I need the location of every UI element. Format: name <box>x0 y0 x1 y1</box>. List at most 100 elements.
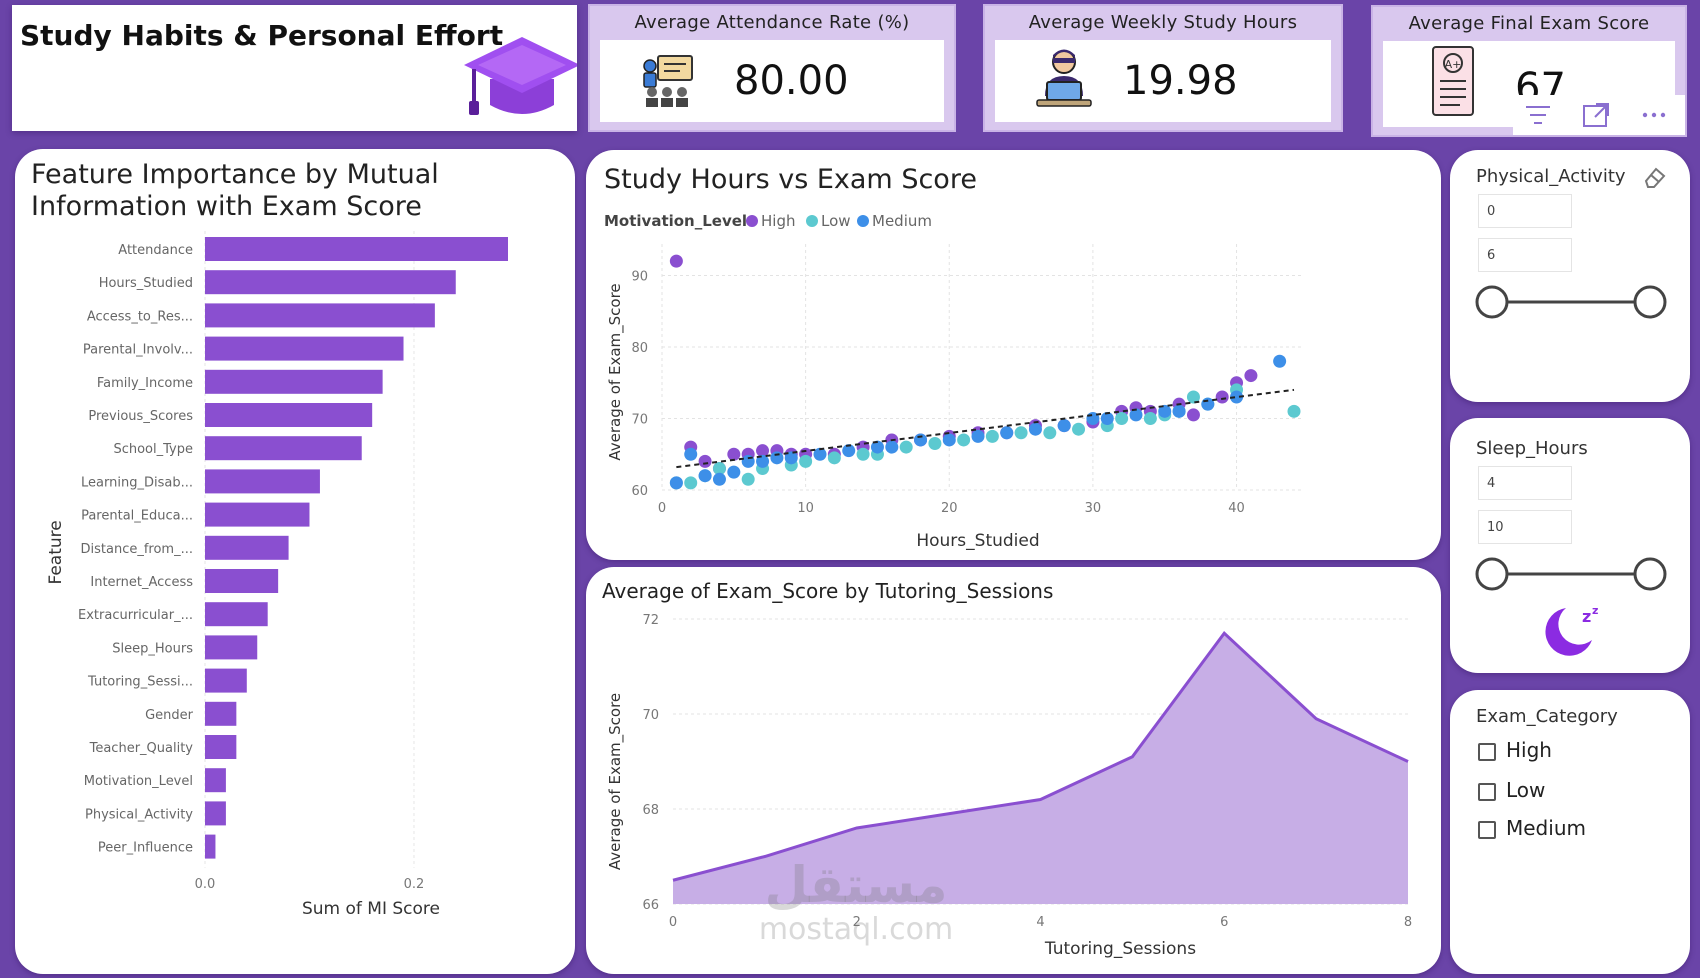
x-axis-label: Sum of MI Score <box>302 899 440 919</box>
y-tick-label: Internet_Access <box>90 575 193 590</box>
bar <box>205 303 435 328</box>
y-tick-label: Family_Income <box>97 376 193 391</box>
x-tick-label: 0 <box>658 501 666 516</box>
slider-handle-min[interactable] <box>1475 285 1509 319</box>
scatter-title: Study Hours vs Exam Score <box>604 164 977 195</box>
bar <box>205 237 508 261</box>
bar <box>205 768 226 793</box>
x-tick-label: 0.0 <box>195 877 216 892</box>
legend-title: Motivation_Level <box>604 212 747 230</box>
page-title: Study Habits & Personal Effort <box>20 19 504 52</box>
watermark-arabic: مستقل <box>764 856 948 914</box>
checkbox-high[interactable]: High <box>1478 738 1552 762</box>
scatter-point-medium <box>784 451 798 465</box>
kpi-label: Average Final Exam Score <box>1408 13 1650 34</box>
scatter-point-high <box>669 254 683 268</box>
scatter-point-low <box>1072 422 1086 436</box>
watermark: مستقل mostaql.com <box>746 857 966 947</box>
scatter-point-medium <box>842 444 856 458</box>
scatter-point-medium <box>1057 419 1071 433</box>
focus-mode-icon[interactable] <box>1581 100 1611 130</box>
svg-text:A+: A+ <box>1445 58 1462 71</box>
y-tick-label: Extracurricular_... <box>78 608 193 623</box>
range-min-input[interactable]: 4 <box>1478 466 1572 500</box>
checkbox-low[interactable]: Low <box>1478 778 1545 802</box>
feature-importance-card: Feature Importance by Mutual Information… <box>15 149 575 974</box>
scatter-point-medium <box>1230 390 1244 404</box>
scatter-point-medium <box>698 469 712 483</box>
kpi-label: Average Attendance Rate (%) <box>634 12 910 33</box>
slider-handle-min[interactable] <box>1475 557 1509 591</box>
scatter-point-low <box>856 447 870 461</box>
y-tick-label: Distance_from_... <box>81 542 194 557</box>
y-tick-label: 66 <box>642 898 659 913</box>
scatter-point-medium <box>885 440 899 454</box>
filter-icon[interactable] <box>1523 100 1553 130</box>
student-laptop-icon <box>1036 49 1092 107</box>
y-tick-label: Access_to_Res... <box>87 309 193 324</box>
scatter-point-high <box>1186 408 1200 422</box>
bar <box>205 635 258 660</box>
scatter-point-low <box>1014 426 1028 440</box>
x-tick-label: 0.2 <box>404 877 425 892</box>
bar <box>205 369 383 394</box>
y-tick-label: 70 <box>631 412 648 427</box>
scatter-point-low <box>712 462 726 476</box>
y-tick-label: Parental_Involv... <box>83 343 193 358</box>
scatter-point-low <box>985 429 999 443</box>
exam-category-slicer: Exam_Category High Low Medium <box>1450 690 1690 974</box>
x-tick-label: 8 <box>1404 915 1412 930</box>
scatter-point-medium <box>712 472 726 486</box>
x-tick-label: 4 <box>1036 915 1044 930</box>
range-max-input[interactable]: 10 <box>1478 510 1572 544</box>
scatter-point-medium <box>741 454 755 468</box>
bar <box>205 270 456 295</box>
bar <box>205 336 404 361</box>
bar <box>205 701 237 726</box>
kpi-final-exam: Average Final Exam Score A+ 67 <box>1371 5 1687 137</box>
range-min-input[interactable]: 0 <box>1478 194 1572 228</box>
physical-activity-slicer: Physical_Activity 0 6 <box>1450 150 1690 402</box>
scatter-point-medium <box>914 433 928 447</box>
x-tick-label: 40 <box>1228 501 1245 516</box>
scatter-point-medium <box>770 451 784 465</box>
range-slider[interactable] <box>1472 554 1672 594</box>
scatter-point-low <box>1186 390 1200 404</box>
y-tick-label: Hours_Studied <box>99 276 193 291</box>
more-options-icon[interactable] <box>1639 100 1669 130</box>
range-max-input[interactable]: 6 <box>1478 238 1572 272</box>
scatter-point-high <box>1244 369 1258 383</box>
scatter-point-medium <box>684 447 698 461</box>
kpi-study-hours: Average Weekly Study Hours 19.98 <box>983 4 1343 132</box>
slider-handle-max[interactable] <box>1633 557 1667 591</box>
sleep-hours-slicer: Sleep_Hours 4 10 z z <box>1450 418 1690 673</box>
kpi-value: 19.98 <box>1123 58 1238 104</box>
range-slider[interactable] <box>1472 282 1672 322</box>
y-tick-label: Previous_Scores <box>88 409 193 424</box>
checkbox-box[interactable] <box>1478 782 1496 801</box>
scatter-point-high <box>1215 390 1229 404</box>
legend-marker <box>746 215 758 227</box>
y-tick-label: Sleep_Hours <box>112 641 193 656</box>
area-fill <box>673 633 1408 904</box>
bar <box>205 602 268 627</box>
bar <box>205 668 247 693</box>
checkbox-medium[interactable]: Medium <box>1478 816 1586 840</box>
scatter-point-medium <box>1158 404 1172 418</box>
kpi-body: 80.00 <box>600 40 944 122</box>
y-tick-label: Peer_Influence <box>98 841 193 856</box>
legend-label: Low <box>821 212 851 230</box>
slider-handle-max[interactable] <box>1633 285 1667 319</box>
slicer-label: Sleep_Hours <box>1476 438 1588 459</box>
checkbox-label: Low <box>1506 778 1546 802</box>
checkbox-box[interactable] <box>1478 742 1496 761</box>
checkbox-label: High <box>1506 738 1552 762</box>
svg-text:z: z <box>1582 607 1591 626</box>
checkbox-box[interactable] <box>1478 820 1496 839</box>
legend-marker <box>806 215 818 227</box>
teacher-classroom-icon <box>643 55 693 107</box>
eraser-icon[interactable] <box>1642 164 1668 190</box>
slicer-label: Physical_Activity <box>1476 166 1626 187</box>
scatter-point-medium <box>727 465 741 479</box>
